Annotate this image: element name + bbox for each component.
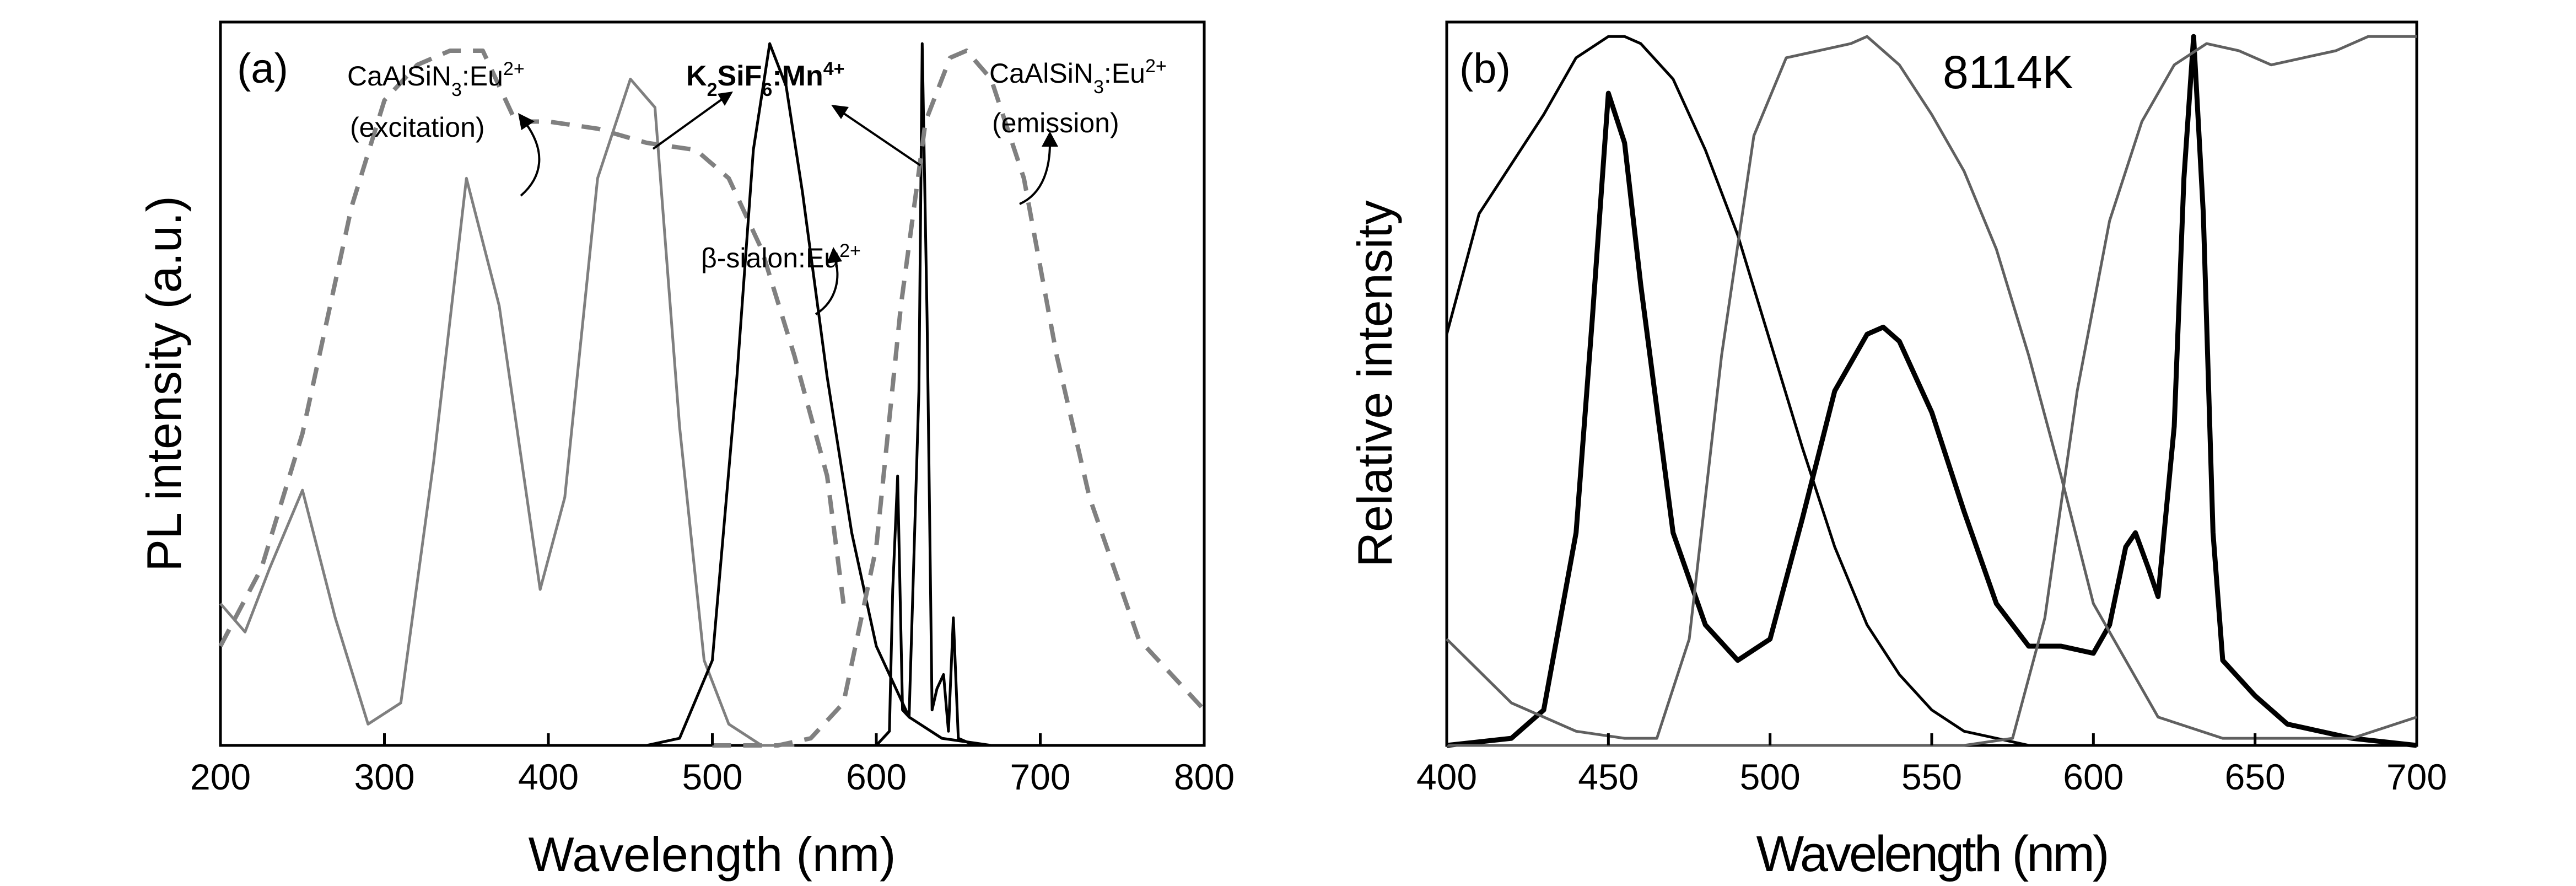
panel-a: 200 300 400 500 600 700 800 (a) Wavelength (nm… [137, 20, 1235, 882]
annotation-excitation-label: (excitation) [350, 112, 485, 143]
annotation-emission-label: (emission) [992, 108, 1119, 138]
arrow-k2sif6-right [842, 112, 921, 167]
arrow-head-k2sif6-right [831, 105, 849, 119]
panel-b: 400 450 500 550 600 650 700 (b) 8114K Waveleng… [1348, 20, 2447, 882]
panel-b-annotation-cct: 8114K [1943, 46, 2073, 98]
panel-b-series-red-color-filter [1447, 35, 2417, 747]
panel-b-plot-area [1445, 20, 2418, 747]
panel-b-series-green-color-filter [1446, 35, 2417, 740]
panel-b-x-tick-label-500: 500 [1740, 756, 1801, 797]
arrow-caalsin3-excitation [520, 123, 541, 197]
arrow-head-k2sif6-left [718, 92, 733, 106]
panel-a-series-caalsin3-eu2-emission [712, 49, 1206, 748]
panel-b-x-axis-title: Wavelength (nm) [1756, 826, 2107, 882]
panel-a-x-tick-label-600: 600 [846, 756, 907, 797]
arrow-caalsin3-emission [1019, 143, 1051, 205]
panel-a-x-tick-label-400: 400 [518, 756, 579, 797]
panel-a-series-group [218, 42, 1206, 748]
panel-a-x-tick-label-800: 800 [1174, 756, 1235, 797]
annotation-beta-sialon: β-sialon:Eu2+ [701, 240, 861, 273]
panel-b-x-tick-label-600: 600 [2063, 756, 2124, 797]
panel-a-series-sialon-eu2-emission [646, 42, 1123, 747]
panel-a-y-axis-title: PL intensity (a.u.) [137, 196, 191, 571]
panel-a-series-sialon-eu2-excitation [219, 77, 795, 747]
panel-b-series-led-spectrum [1446, 34, 2417, 748]
panel-b-series-group [1445, 34, 2417, 748]
annotation-caalsin3-emission: CaAlSiN3:Eu2+ [989, 56, 1167, 98]
panel-a-x-tick-label-700: 700 [1010, 756, 1070, 797]
panel-b-x-tick-label-650: 650 [2225, 756, 2286, 797]
arrow-head-caalsin3-excitation [518, 113, 535, 130]
panel-b-y-axis-title: Relative intensity [1348, 200, 1402, 567]
panel-b-x-axis: 400 450 500 550 600 650 700 [1416, 733, 2447, 797]
panel-a-x-tick-label-300: 300 [354, 756, 414, 797]
arrow-head-beta-sialon [827, 247, 842, 264]
annotation-caalsin3-excitation: CaAlSiN3:Eu2+ [347, 58, 525, 100]
panel-a-x-tick-label-200: 200 [190, 756, 251, 797]
panel-b-x-tick-label-700: 700 [2386, 756, 2447, 797]
arrow-beta-sialon [815, 259, 839, 315]
panel-b-label: (b) [1459, 45, 1511, 92]
annotation-k2sif6-mn: K2SiF6:Mn4+ [686, 58, 844, 100]
panel-b-x-tick-label-400: 400 [1416, 756, 1477, 797]
arrow-head-caalsin3-emission [1042, 131, 1058, 147]
panel-a-x-axis-title: Wavelength (nm) [529, 827, 896, 882]
panel-b-x-tick-label-450: 450 [1578, 756, 1639, 797]
panel-a-series-caalsin3-eu2-excitation [218, 49, 846, 647]
annotation-arrows-panel-a [518, 92, 1058, 315]
panel-a-label: (a) [237, 45, 288, 92]
arrow-k2sif6-left [652, 98, 723, 150]
panel-b-series-blue-color-filter [1445, 35, 2094, 747]
panel-a-x-axis: 200 300 400 500 600 700 800 [190, 733, 1235, 797]
panel-b-x-tick-label-550: 550 [1901, 756, 1962, 797]
panel-a-series-k2sif6-mn4-emission [875, 42, 976, 747]
panel-a-x-tick-label-500: 500 [682, 756, 742, 797]
